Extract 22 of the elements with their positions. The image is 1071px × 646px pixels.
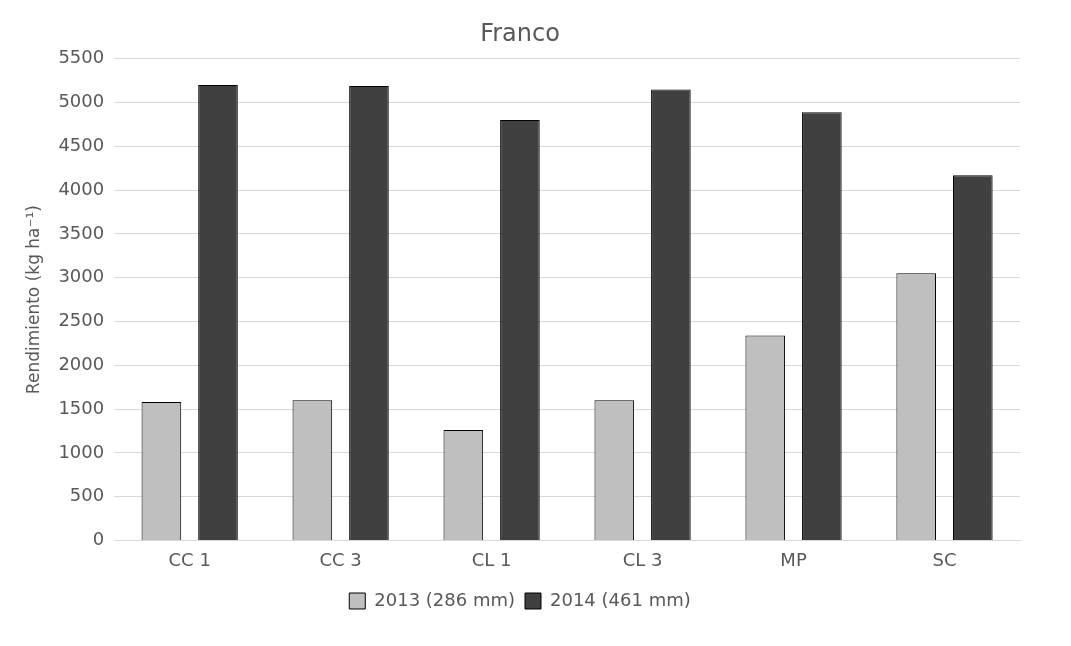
x-tick-label: SC: [932, 548, 957, 570]
y-tick-label: 1500: [58, 396, 105, 418]
y-tick-label: 4500: [58, 134, 105, 156]
y-tick-label: 2000: [58, 352, 105, 374]
y-tick-label: 2500: [58, 309, 105, 331]
y-axis-title: Rendimiento (kg ha⁻¹): [22, 205, 43, 395]
y-tick-label: 5000: [58, 90, 105, 112]
y-tick-label: 5500: [58, 46, 105, 68]
y-tick-label: 3500: [58, 221, 105, 243]
y-tick-label: 4000: [58, 177, 105, 199]
legend-label: 2013 (286 mm): [374, 588, 516, 610]
y-tick-label: 1000: [58, 440, 105, 462]
x-tick-label: MP: [780, 548, 807, 570]
y-tick-label: 500: [69, 484, 105, 506]
y-tick-label: 0: [92, 528, 105, 550]
y-tick-label: 3000: [58, 265, 105, 287]
chart-title: Franco: [480, 18, 560, 47]
x-tick-label: CL 3: [622, 548, 663, 570]
x-tick-label: CC 1: [168, 548, 211, 570]
legend-label: 2014 (461 mm): [550, 588, 691, 610]
x-tick-label: CL 1: [471, 548, 512, 570]
x-tick-label: CC 3: [319, 548, 362, 570]
